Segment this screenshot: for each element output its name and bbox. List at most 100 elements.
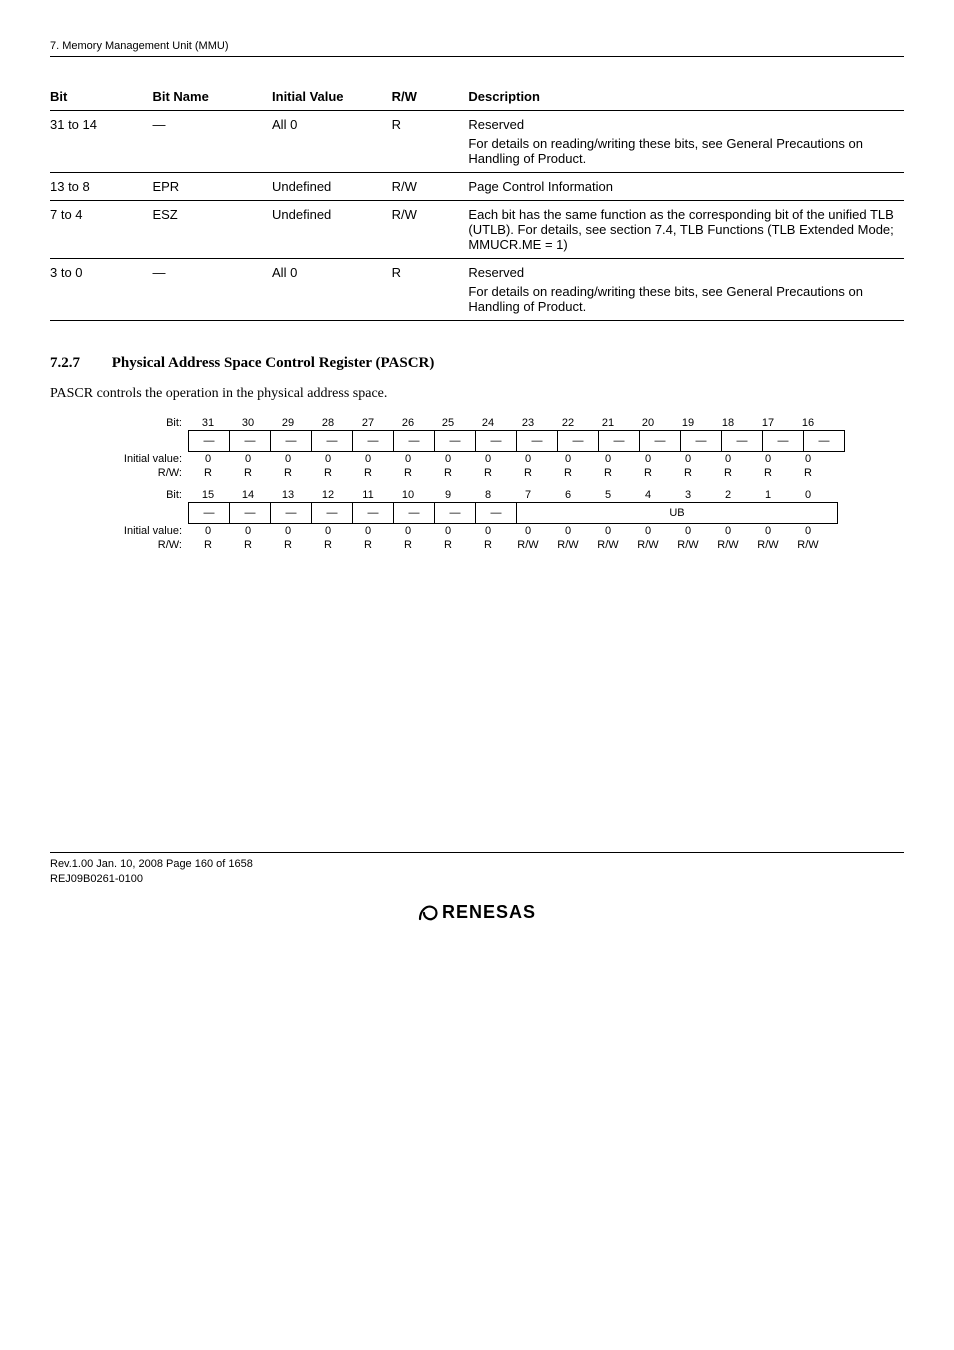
initval: 0 — [188, 452, 228, 466]
initval: 0 — [708, 452, 748, 466]
bitnum: 28 — [308, 416, 348, 430]
bitnum: 19 — [668, 416, 708, 430]
table-row: For details on reading/writing these bit… — [50, 282, 904, 321]
bitnum: 3 — [668, 488, 708, 502]
initval: 0 — [668, 524, 708, 538]
bitmap-label-bit: Bit: — [106, 489, 188, 501]
cell-initial: All 0 — [272, 259, 392, 283]
rwval: R — [348, 466, 388, 480]
bitname-cell: — — [188, 502, 229, 524]
section-heading: 7.2.7 Physical Address Space Control Reg… — [50, 355, 904, 372]
rwval: R — [428, 466, 468, 480]
cell-rw: R/W — [392, 173, 469, 201]
cell-bit: 7 to 4 — [50, 201, 152, 259]
rwval: R — [788, 466, 828, 480]
rwval: R — [188, 538, 228, 552]
bitnum: 25 — [428, 416, 468, 430]
cell-bit: 13 to 8 — [50, 173, 152, 201]
bitname-cell: — — [229, 430, 270, 452]
rwval: R — [428, 538, 468, 552]
bitnum: 4 — [628, 488, 668, 502]
initval: 0 — [788, 524, 828, 538]
bitname-cell: — — [393, 502, 434, 524]
bitmap-initial-row-bottom: Initial value: 0 0 0 0 0 0 0 0 0 0 0 0 0… — [106, 524, 904, 538]
table-row: For details on reading/writing these bit… — [50, 134, 904, 173]
bitname-cell: — — [434, 502, 475, 524]
bitnum: 27 — [348, 416, 388, 430]
bitname-cell: — — [188, 430, 229, 452]
cell-initial: Undefined — [272, 173, 392, 201]
th-desc: Description — [468, 83, 904, 111]
bitnum: 22 — [548, 416, 588, 430]
bitmap-label-rw: R/W: — [106, 539, 188, 551]
rwval: R — [748, 466, 788, 480]
initval: 0 — [308, 452, 348, 466]
initval: 0 — [428, 524, 468, 538]
initval: 0 — [268, 524, 308, 538]
rwval: R/W — [788, 538, 828, 552]
initval: 0 — [468, 524, 508, 538]
bitnum: 31 — [188, 416, 228, 430]
rwval: R — [668, 466, 708, 480]
cell-desc: Page Control Information — [468, 173, 904, 201]
cell-initial: Undefined — [272, 201, 392, 259]
rwval: R — [508, 466, 548, 480]
initval: 0 — [468, 452, 508, 466]
bitmap-rw-row-bottom: R/W: R R R R R R R R R/W R/W R/W R/W R/W… — [106, 538, 904, 552]
bitname-cell: — — [721, 430, 762, 452]
rwval: R/W — [588, 538, 628, 552]
bitname-cell: — — [352, 502, 393, 524]
bitname-cell: — — [311, 430, 352, 452]
footer-rule — [50, 852, 904, 853]
cell-desc: Reserved — [468, 111, 904, 135]
header-rule — [50, 56, 904, 57]
cell-bitname: — — [152, 259, 272, 283]
initval: 0 — [268, 452, 308, 466]
bitname-cell: — — [516, 430, 557, 452]
initval: 0 — [588, 524, 628, 538]
bitname-cell: — — [475, 502, 516, 524]
rwval: R — [468, 538, 508, 552]
cell-bit: 3 to 0 — [50, 259, 152, 283]
initval: 0 — [508, 452, 548, 466]
initval: 0 — [348, 452, 388, 466]
initval: 0 — [348, 524, 388, 538]
bitnum: 11 — [348, 488, 388, 502]
bitnum: 26 — [388, 416, 428, 430]
th-bitname: Bit Name — [152, 83, 272, 111]
bitnum: 8 — [468, 488, 508, 502]
bitmap-label-rw: R/W: — [106, 467, 188, 479]
th-initial: Initial Value — [272, 83, 392, 111]
bitnum: 14 — [228, 488, 268, 502]
bitnum: 17 — [748, 416, 788, 430]
bitnum: 7 — [508, 488, 548, 502]
section-body: PASCR controls the operation in the phys… — [50, 386, 904, 402]
bitname-cell: — — [803, 430, 845, 452]
bitnum: 24 — [468, 416, 508, 430]
rwval: R — [268, 538, 308, 552]
rwval: R — [228, 538, 268, 552]
rwval: R/W — [508, 538, 548, 552]
bitmap-diagram: Bit: 31 30 29 28 27 26 25 24 23 22 21 20… — [106, 416, 904, 552]
initval: 0 — [228, 524, 268, 538]
initval: 0 — [508, 524, 548, 538]
initval: 0 — [548, 524, 588, 538]
section-title: Physical Address Space Control Register … — [112, 355, 435, 371]
bitmap-bits-row-top: Bit: 31 30 29 28 27 26 25 24 23 22 21 20… — [106, 416, 904, 430]
bitname-cell: — — [270, 430, 311, 452]
cell-desc: Reserved — [468, 259, 904, 283]
th-rw: R/W — [392, 83, 469, 111]
bitnum: 29 — [268, 416, 308, 430]
cell-bitname: EPR — [152, 173, 272, 201]
rwval: R — [388, 466, 428, 480]
initval: 0 — [308, 524, 348, 538]
bitname-cell: — — [639, 430, 680, 452]
register-table: Bit Bit Name Initial Value R/W Descripti… — [50, 83, 904, 321]
bitname-cell: — — [393, 430, 434, 452]
initval: 0 — [628, 452, 668, 466]
initval: 0 — [428, 452, 468, 466]
bitname-cell-ub: UB — [516, 502, 838, 524]
cell-rw: R/W — [392, 201, 469, 259]
bitname-cell: — — [680, 430, 721, 452]
bitnum: 12 — [308, 488, 348, 502]
